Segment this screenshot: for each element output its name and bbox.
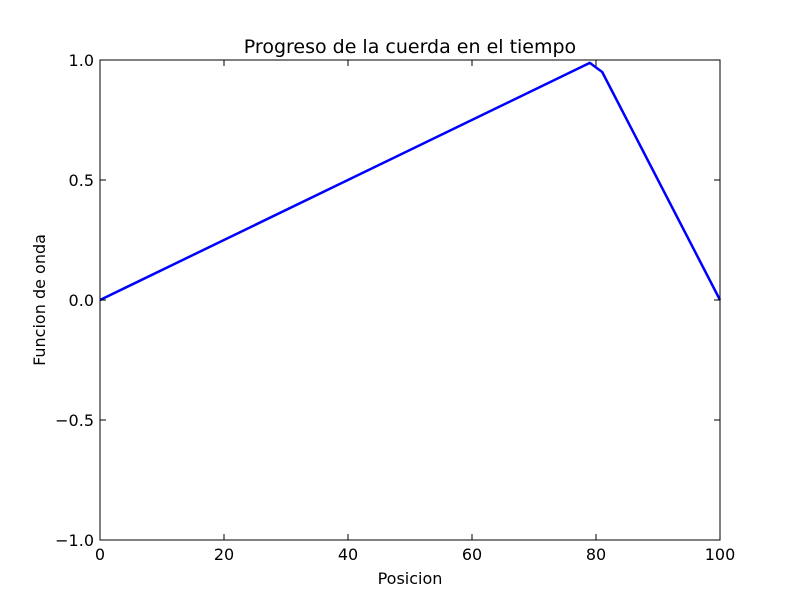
- x-tick-label: 80: [586, 545, 606, 564]
- tick-labels: 0 20 40 60 80 100 −1.0 −0.5 0.0 0.5 1.0: [55, 51, 735, 564]
- y-tick-label: −1.0: [55, 531, 94, 550]
- x-tick-label: 60: [462, 545, 482, 564]
- plot-area: [99, 61, 722, 302]
- x-tick-label: 100: [705, 545, 736, 564]
- series-line: [99, 61, 722, 302]
- x-tick-label: 20: [214, 545, 234, 564]
- y-tick-label: 0.0: [69, 291, 94, 310]
- y-tick-label: 0.5: [69, 171, 94, 190]
- plot-frame: [99, 59, 721, 541]
- x-tick-label: 0: [95, 545, 105, 564]
- y-axis-label: Funcion de onda: [30, 234, 49, 366]
- x-axis-label: Posicion: [378, 569, 443, 588]
- x-tick-label: 40: [338, 545, 358, 564]
- chart-title: Progreso de la cuerda en el tiempo: [244, 36, 576, 58]
- y-tick-label: −0.5: [55, 411, 94, 430]
- y-tick-label: 1.0: [69, 51, 94, 70]
